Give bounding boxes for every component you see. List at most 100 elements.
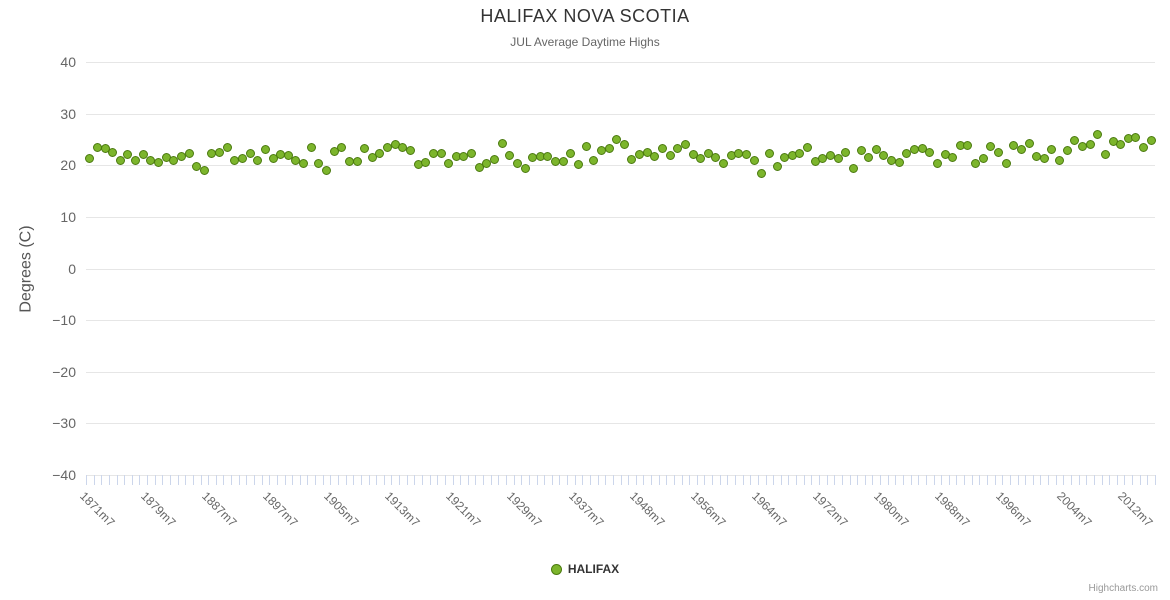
data-point[interactable] [85,153,95,163]
data-point[interactable] [467,149,477,159]
legend-marker-icon[interactable] [550,563,562,575]
data-point[interactable] [757,169,767,178]
data-point[interactable] [925,147,935,157]
data-point[interactable] [963,141,973,151]
data-point[interactable] [932,158,942,168]
data-point[interactable] [1062,146,1072,156]
data-point[interactable] [1093,130,1103,140]
data-point[interactable] [306,143,316,153]
data-point[interactable] [1100,149,1110,159]
data-point[interactable] [360,143,370,153]
data-point[interactable] [138,150,148,160]
data-point[interactable] [1116,139,1126,149]
data-point[interactable] [772,162,782,172]
data-point[interactable] [444,159,454,169]
data-point[interactable] [894,158,904,168]
data-point[interactable] [558,157,568,167]
data-point[interactable] [505,150,515,160]
data-point[interactable] [604,143,614,153]
data-point[interactable] [1047,145,1057,155]
data-point[interactable] [108,148,118,158]
data-point[interactable] [406,146,416,156]
data-point[interactable] [741,149,751,159]
data-point[interactable] [260,145,270,155]
data-point[interactable] [154,157,164,167]
data-point[interactable] [680,140,690,150]
data-point[interactable] [948,153,958,162]
data-point[interactable] [589,155,599,165]
data-point[interactable] [1070,135,1080,145]
data-point[interactable] [581,142,591,152]
data-point[interactable] [1131,132,1141,142]
data-point[interactable] [238,153,248,163]
data-point[interactable] [1001,159,1011,169]
data-point[interactable] [764,149,774,159]
data-point[interactable] [1146,135,1156,145]
data-point[interactable] [497,138,507,148]
data-point[interactable] [131,156,141,166]
data-point[interactable] [719,158,729,168]
data-point[interactable] [665,150,675,160]
data-point[interactable] [314,158,324,168]
data-point[interactable] [978,153,988,163]
data-point[interactable] [184,149,194,159]
data-point[interactable] [352,157,362,167]
data-point[interactable] [245,149,255,159]
data-point[interactable] [436,148,446,158]
data-point[interactable] [222,142,232,152]
data-point[interactable] [841,147,851,157]
data-point[interactable] [879,150,889,160]
data-point[interactable] [299,159,309,169]
data-point[interactable] [169,156,179,166]
data-point[interactable] [199,165,209,175]
plot-area[interactable] [85,62,1156,485]
data-point[interactable] [749,155,759,165]
data-point[interactable] [696,153,706,163]
data-point[interactable] [322,165,332,175]
data-point[interactable] [619,139,629,149]
data-point[interactable] [971,158,981,168]
data-point[interactable] [627,154,637,164]
data-point[interactable] [283,150,293,160]
data-point[interactable] [1016,145,1026,155]
data-point[interactable] [848,164,858,174]
data-point[interactable] [612,135,622,145]
data-point[interactable] [993,147,1003,157]
data-point[interactable] [543,151,553,161]
x-axis-tick-label: 2004m7 [1054,489,1095,530]
data-point[interactable] [1024,138,1034,148]
data-point[interactable] [902,149,912,159]
data-point[interactable] [1039,153,1049,163]
data-point[interactable] [673,144,683,154]
data-point[interactable] [711,153,721,162]
data-point[interactable] [512,159,522,169]
data-point[interactable] [795,148,805,158]
data-point[interactable] [421,158,431,168]
legend-item-halifax[interactable]: HALIFAX [567,562,620,576]
data-point[interactable] [871,145,881,155]
data-point[interactable] [864,153,874,162]
data-point[interactable] [367,153,377,162]
data-point[interactable] [1085,139,1095,149]
data-point[interactable] [115,156,125,166]
data-point[interactable] [215,147,225,157]
data-point[interactable] [803,142,813,152]
data-point[interactable] [856,146,866,156]
data-point[interactable] [329,147,339,157]
data-point[interactable] [490,154,499,164]
data-point[interactable] [253,156,263,166]
data-point[interactable] [657,143,667,153]
data-point[interactable] [574,160,583,170]
data-point[interactable] [1139,143,1149,153]
data-point[interactable] [833,153,843,163]
data-point[interactable] [650,151,660,161]
data-point[interactable] [482,159,492,169]
data-point[interactable] [1055,155,1065,165]
data-point[interactable] [986,142,996,152]
x-axis-tick [735,475,737,485]
data-point[interactable] [337,143,347,153]
highcharts-credit-link[interactable]: Highcharts.com [1088,583,1158,594]
data-point[interactable] [566,148,576,158]
data-point[interactable] [375,148,385,158]
data-point[interactable] [520,163,530,173]
